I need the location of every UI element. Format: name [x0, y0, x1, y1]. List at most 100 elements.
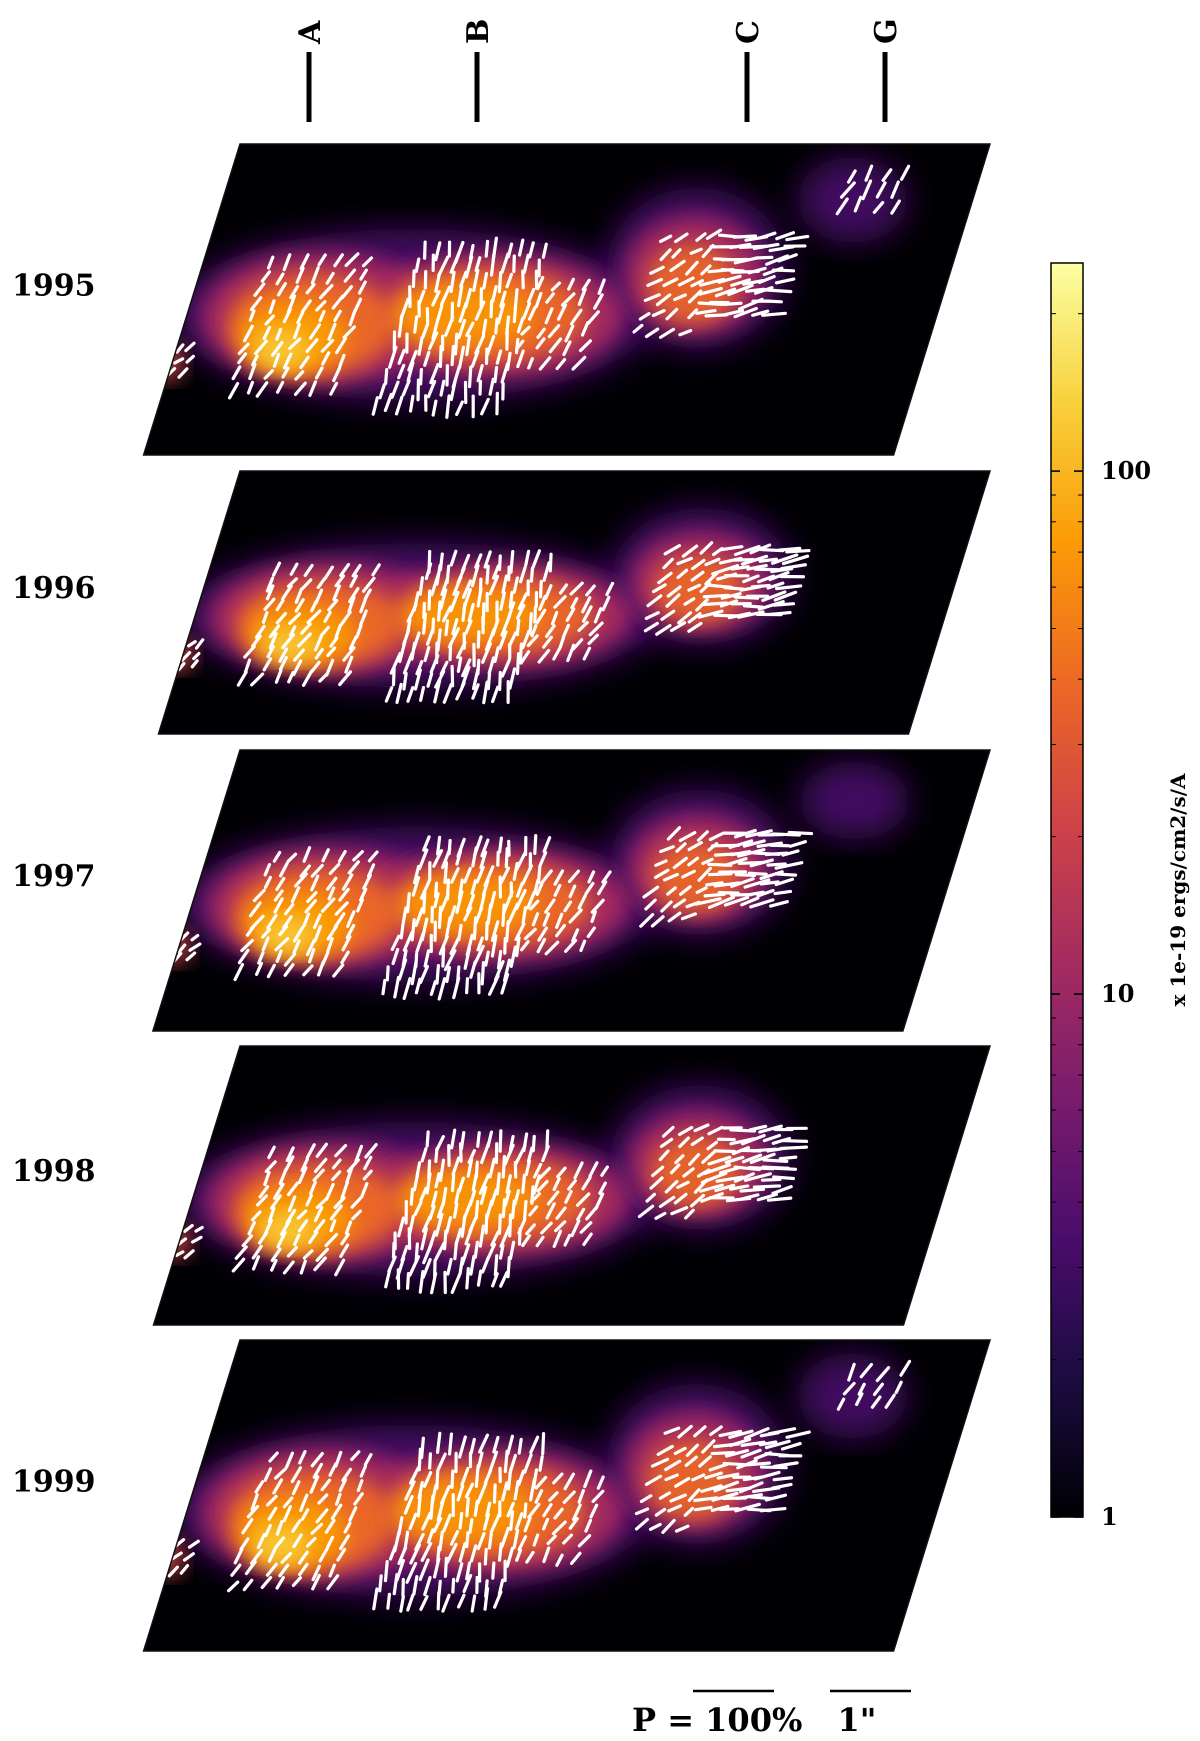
polarization-vector [650, 1457, 670, 1468]
polarization-vector [185, 951, 197, 962]
polarization-vector [684, 1208, 695, 1220]
polarization-vector [666, 585, 682, 598]
polarization-vector [664, 1473, 679, 1482]
polarization-vector [311, 1564, 321, 1582]
polarization-vector [442, 1229, 448, 1251]
polarization-vector [777, 546, 802, 552]
polarization-vector [452, 976, 461, 1000]
polarization-vector [519, 566, 527, 584]
polarization-vector [555, 1206, 567, 1220]
polarization-vector [637, 1204, 655, 1219]
polarization-vector [361, 576, 376, 593]
polarization-vector [319, 625, 330, 638]
polarization-vector [383, 392, 393, 413]
polarization-vector [493, 366, 499, 384]
polarization-vector [515, 652, 521, 676]
polarization-vector [769, 610, 792, 616]
polarization-vector [639, 1494, 653, 1504]
polarization-vector [320, 338, 335, 353]
polarization-vector [445, 1542, 458, 1564]
polarization-vector [552, 1472, 564, 1485]
polarization-vector [399, 1594, 405, 1613]
polarization-vector [493, 1254, 499, 1277]
polarization-vector [303, 563, 314, 578]
polarization-vector [515, 339, 525, 351]
polarization-vector [192, 651, 201, 661]
polarization-vector [890, 180, 900, 199]
polarization-vector [596, 880, 608, 896]
polarization-vector [775, 872, 798, 877]
polarization-vector [536, 275, 545, 291]
polarization-vector [327, 322, 337, 341]
polarization-vector [724, 1155, 745, 1164]
polarization-vector [293, 872, 308, 888]
polarization-vector [265, 1562, 278, 1577]
polarization-vector [661, 1125, 675, 1138]
polarization-vector [275, 380, 285, 394]
polarization-vector [359, 887, 368, 902]
polarization-vector [567, 1179, 577, 1191]
polarization-vector [231, 365, 242, 381]
polarization-vector [645, 1192, 657, 1203]
polarization-vector [781, 554, 810, 566]
polarization-vector [553, 1507, 564, 1520]
polarization-vector [732, 234, 758, 239]
polarization-vector [250, 1493, 259, 1512]
polarization-vector [263, 862, 272, 877]
polarization-vector [500, 972, 510, 995]
polarization-vector [701, 857, 714, 866]
polarization-vector [437, 255, 450, 278]
polarization-vectors [165, 1123, 809, 1295]
polarization-vector [538, 850, 548, 867]
polarization-vector [282, 1505, 293, 1523]
polarization-vector [233, 1547, 244, 1565]
polarization-vector [293, 381, 307, 396]
polarization-vector [780, 563, 807, 571]
year-label: 1999 [12, 1465, 96, 1500]
polarization-vector [492, 1435, 500, 1454]
polarization-vector [536, 1179, 549, 1193]
polarization-vector [177, 943, 187, 954]
polarization-vector [571, 355, 587, 371]
polarization-vector [267, 1206, 276, 1224]
polarization-vector [758, 1440, 778, 1447]
polarization-vector [719, 599, 739, 608]
polarization-vector [715, 1175, 745, 1183]
polarization-vector [497, 554, 502, 572]
polarization-vector [263, 369, 275, 380]
polarization-vector [394, 395, 404, 416]
polarization-vector [853, 195, 863, 213]
polarization-vector [728, 1437, 752, 1448]
polarization-vector [772, 602, 796, 607]
polarization-vector [254, 624, 266, 640]
polarization-vector [273, 897, 284, 914]
polarization-vector [577, 620, 589, 633]
polarization-vector [388, 1544, 397, 1561]
polarization-vector [498, 1129, 503, 1153]
polarization-vector [317, 1493, 329, 1505]
polarization-vector [251, 1255, 261, 1271]
polarization-vector [570, 597, 579, 610]
polarization-vector [278, 655, 288, 671]
polarization-vector [505, 272, 514, 289]
polarization-vector [323, 610, 332, 623]
polarization-vector [331, 294, 344, 310]
polarization-vector [179, 1564, 190, 1575]
polarization-vector [268, 299, 276, 315]
polarization-vector [528, 241, 535, 259]
polarization-vector [449, 935, 461, 955]
polarization-vector [523, 1502, 528, 1519]
polarization-vector [774, 877, 795, 887]
polarization-vector [336, 1547, 347, 1562]
polarization-vector [476, 630, 481, 649]
polarization-vector [401, 906, 408, 924]
polarization-vector [780, 1138, 809, 1144]
polarization-vector [733, 544, 761, 557]
polarization-vector [672, 856, 688, 870]
polarization-vector [580, 321, 590, 337]
polarization-vector [490, 1230, 500, 1247]
polarization-vector [473, 1499, 479, 1517]
polarization-vector [521, 864, 533, 886]
polarization-vector [331, 1158, 342, 1170]
polarization-vector [722, 308, 745, 317]
